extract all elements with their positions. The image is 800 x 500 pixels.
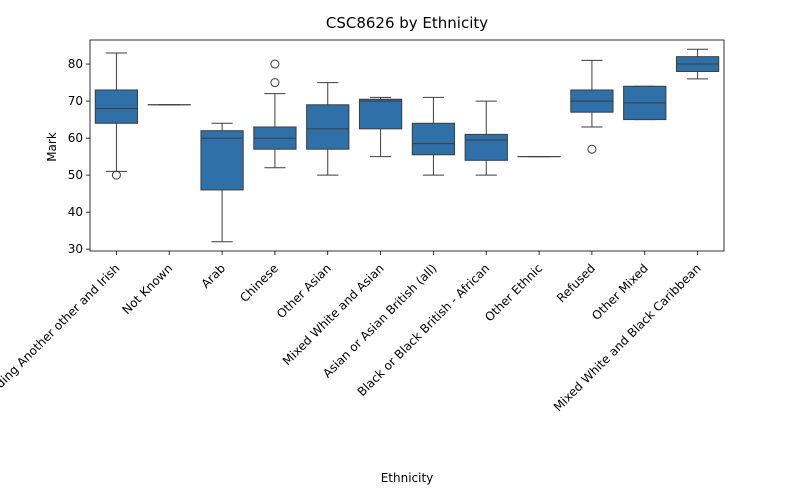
- box-group: [200, 122, 244, 243]
- x-tick-label: Arab: [198, 261, 228, 291]
- box-group: [464, 100, 508, 176]
- y-axis-label: Mark: [45, 132, 59, 162]
- plot-area: [94, 48, 720, 243]
- y-tick-label: 30: [68, 242, 83, 256]
- box: [94, 89, 139, 124]
- box-group: [623, 85, 667, 121]
- axes-frame: [89, 39, 725, 252]
- box: [464, 133, 508, 161]
- box: [358, 98, 403, 130]
- box-group: [570, 59, 614, 154]
- box: [411, 122, 456, 156]
- box-group: [358, 96, 403, 158]
- x-tick-label: Mixed White and Asian: [280, 261, 387, 368]
- box-group: [675, 48, 720, 80]
- outlier-point: [111, 170, 121, 180]
- chart-title: CSC8626 by Ethnicity: [326, 14, 488, 32]
- x-tick-label: Not Known: [119, 261, 175, 317]
- box-group: [411, 96, 456, 176]
- box-group: [306, 82, 350, 176]
- y-tick-label: 80: [68, 57, 83, 71]
- box-group: [94, 52, 139, 180]
- x-tick-label: Refused: [554, 261, 598, 305]
- box-group: [253, 59, 297, 169]
- y-tick-label: 40: [68, 205, 83, 219]
- outlier-point: [587, 144, 597, 154]
- y-tick-label: 50: [68, 168, 83, 182]
- y-tick-label: 70: [68, 94, 83, 108]
- x-tick-label: Chinese: [237, 261, 281, 305]
- outlier-point: [270, 59, 280, 69]
- box: [306, 104, 350, 150]
- x-axis-label: Ethnicity: [381, 471, 434, 485]
- outlier-point: [270, 78, 280, 88]
- box: [200, 130, 244, 191]
- y-tick-label: 60: [68, 131, 83, 145]
- x-tick-label: White including Another other and Irish: [0, 261, 123, 438]
